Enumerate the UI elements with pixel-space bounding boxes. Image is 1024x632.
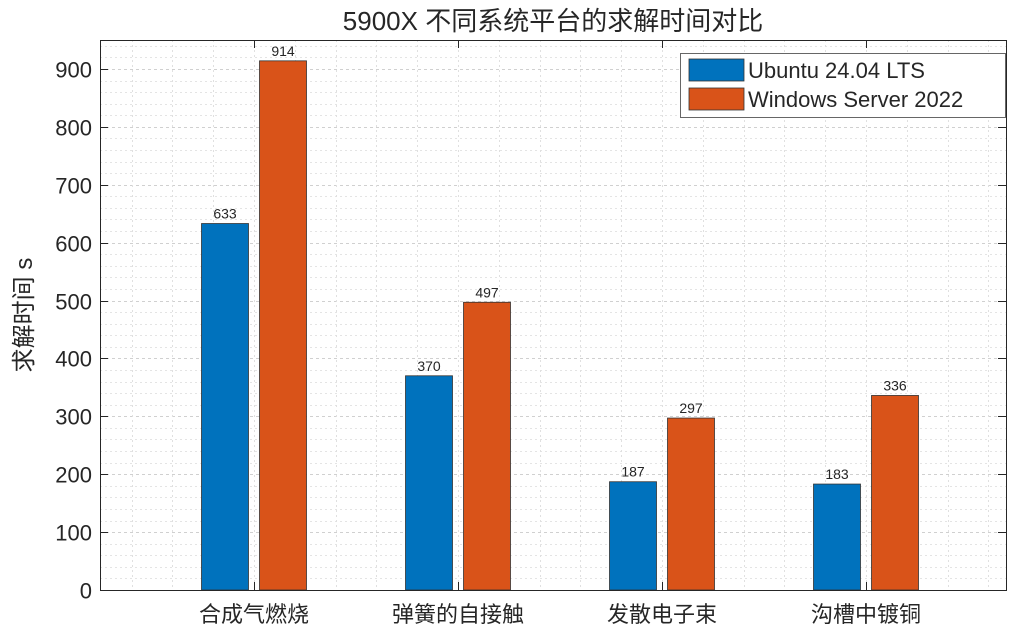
x-tick-label: 沟槽中镀铜 [811,602,921,627]
bar-0-3 [813,483,861,591]
x-tick-label: 合成气燃烧 [199,602,309,627]
bar-1-0 [259,60,307,591]
data-label: 633 [213,206,237,222]
y-tick-label: 500 [55,290,92,315]
y-tick-label: 100 [55,521,92,546]
y-tick-label: 200 [55,463,92,488]
bar-1-3 [871,395,919,591]
data-label: 914 [271,43,295,59]
y-tick-label: 300 [55,405,92,430]
axes: 0 100 200 300 400 500 600 700 800 900 合成气燃烧 弹簧的自接触 发… [55,40,1006,627]
data-label: 183 [825,466,849,482]
bar-0-1 [405,375,453,591]
x-tick-label: 弹簧的自接触 [392,602,524,627]
bar-1-1 [463,301,511,591]
data-label: 497 [475,284,499,300]
data-label: 370 [417,358,441,374]
legend[interactable]: Ubuntu 24.04 LTS Windows Server 2022 [680,53,1006,118]
plot-area-border [100,40,1007,591]
data-label: 336 [883,377,907,393]
y-tick-label: 700 [55,174,92,199]
bar-1-2 [667,417,715,591]
legend-label: Windows Server 2022 [748,87,963,112]
bar-0-0 [201,223,249,591]
data-label: 187 [621,464,645,480]
legend-swatch-0 [688,58,745,82]
bar-0-2 [609,481,657,591]
y-tick-label: 600 [55,232,92,257]
x-tick-label: 发散电子束 [607,602,717,627]
y-tick-label: 400 [55,347,92,372]
chart-title: 5900X 不同系统平台的求解时间对比 [343,6,763,36]
legend-swatch-1 [688,87,745,111]
legend-label: Ubuntu 24.04 LTS [748,58,925,83]
y-axis-label: 求解时间 s [11,258,38,373]
bars: 633 370 187 183 914 497 297 336 [201,43,919,591]
data-label: 297 [679,400,703,416]
y-tick-label: 800 [55,116,92,141]
y-tick-label: 900 [55,58,92,83]
y-tick-label: 0 [80,579,92,604]
